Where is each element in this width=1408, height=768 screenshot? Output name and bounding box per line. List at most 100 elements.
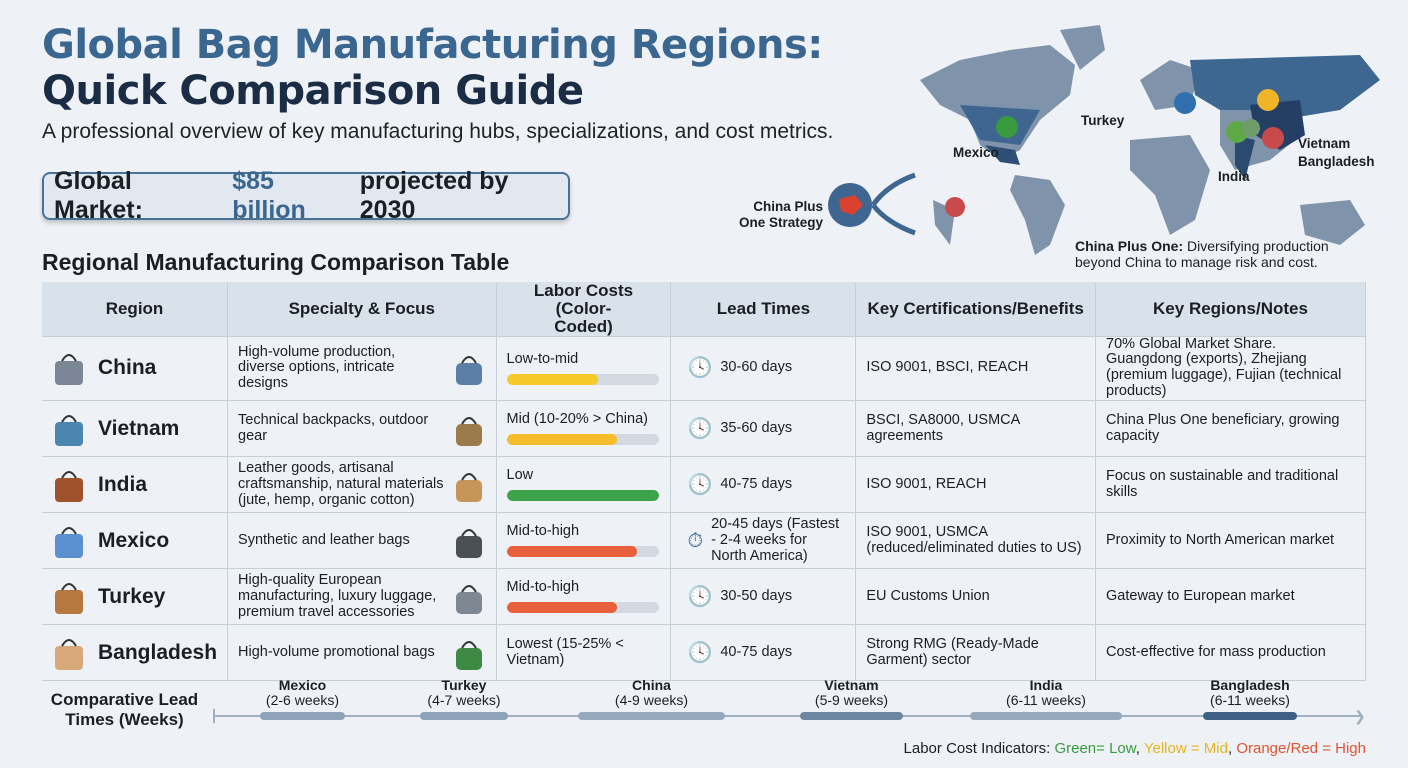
- labor-text: Low: [506, 467, 534, 484]
- legend-high: High: [1335, 740, 1366, 757]
- timeline-label-bangladesh: Bangladesh (6-11 weeks): [1210, 677, 1290, 709]
- timeline-range: (6-11 weeks): [1006, 692, 1086, 709]
- vietnam-pin-icon: [1262, 127, 1284, 149]
- header-notes: Key Regions/Notes: [1095, 282, 1366, 337]
- table-header-row: Region Specialty & Focus Labor Costs (Co…: [42, 282, 1366, 337]
- notes-text: Cost-effective for mass production: [1106, 643, 1326, 660]
- timeline-region: India: [1029, 677, 1063, 693]
- labor-bar: [506, 490, 659, 502]
- note-bold: China Plus One:: [1075, 238, 1184, 254]
- specialty-text: High-quality European manufacturing, lux…: [238, 571, 437, 620]
- labor-bar: [506, 434, 659, 446]
- world-map: [920, 25, 1380, 255]
- timeline-axis: [213, 715, 1363, 717]
- timeline-region: Vietnam: [824, 677, 879, 693]
- turkey-pin-icon: [1174, 92, 1196, 114]
- market-callout: Global Market: $85 billion projected by …: [42, 167, 570, 224]
- timeline-axis-start: [213, 709, 215, 723]
- timeline-range: (4-9 weeks): [614, 692, 689, 709]
- india-shape: [1235, 135, 1255, 180]
- map-pins: [996, 89, 1284, 149]
- backpack-icon: [55, 414, 83, 446]
- labor-bar: [506, 373, 659, 385]
- bangladesh-pin-icon: [1242, 119, 1260, 137]
- labor-text: Lowest (15-25% < Vietnam): [506, 635, 624, 668]
- legend-yellow: Yellow: [1143, 740, 1187, 757]
- vietnam-pin-icon: [945, 197, 965, 217]
- timeline-label-mexico: Mexico (2-6 weeks): [266, 677, 339, 709]
- south-america: [1010, 175, 1065, 255]
- header-specialty: Specialty & Focus: [227, 282, 497, 337]
- map-label-mexico: Mexico: [953, 145, 999, 160]
- specialty-text: Technical backpacks, outdoor gear: [238, 411, 429, 444]
- china-plus-one-note: China Plus One: Diversifying production …: [1075, 238, 1335, 270]
- legend-orange: Orange/Red: [1236, 740, 1319, 757]
- map-label-vietnam: Vietnam: [1298, 136, 1351, 151]
- table-row: India Leather goods, artisanal craftsman…: [42, 456, 1366, 513]
- labor-legend: Labor Cost Indicators: Green= Low, Yello…: [903, 740, 1366, 757]
- labor-bar-fill: [506, 546, 638, 558]
- certs-text: ISO 9001, REACH: [866, 475, 987, 492]
- table-row: Bangladesh High-volume promotional bags …: [42, 624, 1366, 682]
- lead-time-text: 20-45 days (Fastest - 2-4 weeks for Nort…: [711, 515, 840, 564]
- subtitle: A professional overview of key manufactu…: [42, 120, 834, 143]
- table-row: Vietnam Technical backpacks, outdoor gea…: [42, 400, 1366, 457]
- timeline-bar-mexico: [260, 712, 345, 720]
- labor-bar-fill: [506, 434, 618, 446]
- timeline-bar-vietnam: [800, 712, 903, 720]
- tote-bag-icon: [55, 526, 83, 558]
- labor-bar: [506, 602, 659, 614]
- arrow-down-icon: [871, 203, 916, 236]
- market-prefix: Global Market:: [54, 167, 143, 224]
- region-name: India: [98, 472, 148, 496]
- legend-green: Green: [1054, 740, 1097, 757]
- region-name: Vietnam: [98, 416, 180, 440]
- notes-text: Proximity to North American market: [1106, 531, 1335, 548]
- timeline-label-turkey: Turkey (4-7 weeks): [427, 677, 500, 709]
- africa: [1130, 135, 1210, 235]
- map-label-turkey: Turkey: [1081, 113, 1125, 128]
- china-pin-icon: [1257, 89, 1279, 111]
- table-row: Mexico Synthetic and leather bags Mid-to…: [42, 512, 1366, 569]
- clock-icon: 🕓: [687, 641, 713, 664]
- specialty-text: High-volume promotional bags: [238, 643, 435, 660]
- timeline-range: (6-11 weeks): [1210, 692, 1290, 709]
- bag-icon: [455, 472, 482, 502]
- labor-bar-fill: [506, 602, 618, 614]
- certs-text: BSCI, SA8000, USMCA agreements: [866, 411, 1020, 444]
- timeline-label: Comparative Lead Times (Weeks): [50, 690, 199, 729]
- certs-text: ISO 9001, USMCA (reduced/eliminated duti…: [866, 523, 1082, 556]
- header-lead: Lead Times: [670, 282, 857, 337]
- legend-eq: =: [1096, 740, 1105, 757]
- title-line-1: Global Bag Manufacturing Regions:: [42, 22, 823, 68]
- handbag-icon: [55, 470, 83, 502]
- market-suffix: projected by 2030: [359, 167, 509, 224]
- notes-text: China Plus One beneficiary, growing capa…: [1106, 411, 1340, 444]
- timeline-label-vietnam: Vietnam (5-9 weeks): [815, 677, 888, 709]
- lead-time-text: 40-75 days: [720, 643, 793, 660]
- timeline-arrow-icon: ❯: [1354, 708, 1366, 724]
- bag-icon: [455, 584, 482, 614]
- region-name: China: [98, 356, 157, 380]
- certs-text: EU Customs Union: [866, 587, 990, 604]
- certs-text: ISO 9001, BSCI, REACH: [866, 359, 1029, 376]
- market-value: $85 billion: [232, 167, 306, 224]
- title-line-2: Quick Comparison Guide: [42, 68, 584, 114]
- clock-icon: 🕓: [687, 585, 713, 608]
- certs-text: Strong RMG (Ready-Made Garment) sector: [866, 635, 1039, 668]
- table-row: Turkey High-quality European manufacturi…: [42, 568, 1366, 625]
- australia: [1300, 200, 1365, 245]
- timeline-bar-china: [578, 712, 725, 720]
- strategy-label: China Plus One Strategy: [738, 199, 823, 230]
- suitcase-icon: [55, 582, 83, 614]
- legend-low: Low: [1109, 740, 1136, 757]
- specialty-text: High-volume production, diverse options,…: [238, 343, 396, 392]
- table-row: China High-volume production, diverse op…: [42, 335, 1366, 401]
- labor-text: Mid (10-20% > China): [506, 411, 648, 428]
- legend-mid: Mid: [1203, 740, 1228, 757]
- bag-icon: [455, 640, 482, 670]
- bag-icon: [455, 528, 482, 558]
- specialty-text: Leather goods, artisanal craftsmanship, …: [238, 459, 444, 508]
- header-certs: Key Certifications/Benefits: [855, 282, 1097, 337]
- mexico-pin-icon: [996, 116, 1018, 138]
